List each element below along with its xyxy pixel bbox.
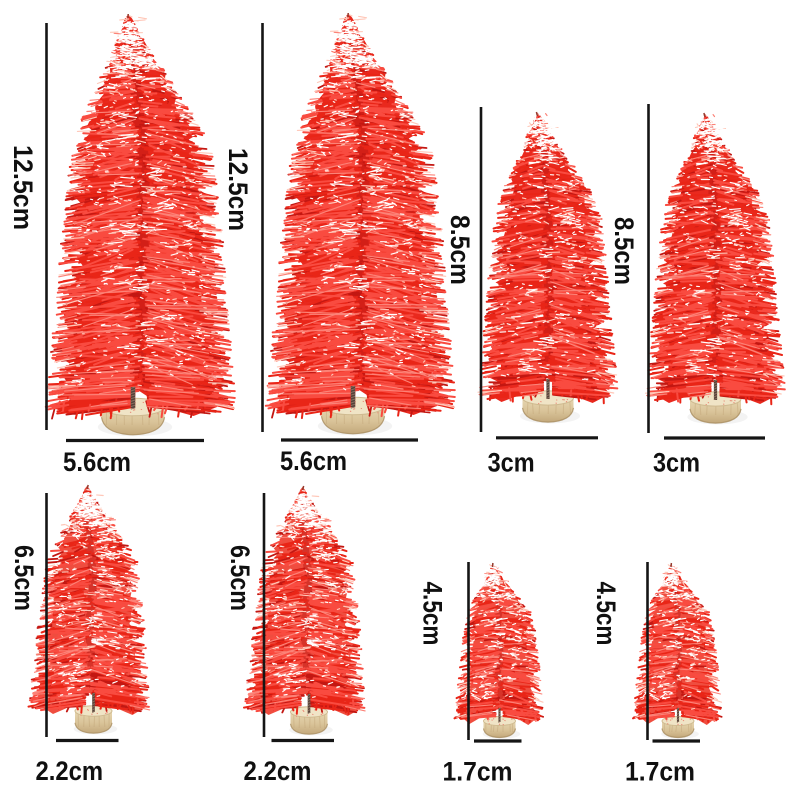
svg-text:1.7cm: 1.7cm <box>625 757 695 787</box>
svg-text:6.5cm: 6.5cm <box>9 545 39 611</box>
svg-text:4.5cm: 4.5cm <box>418 582 448 646</box>
svg-text:5.6cm: 5.6cm <box>63 447 131 477</box>
svg-text:8.5cm: 8.5cm <box>445 215 475 285</box>
svg-text:2.2cm: 2.2cm <box>244 756 312 786</box>
svg-text:1.7cm: 1.7cm <box>443 757 513 787</box>
svg-text:6.5cm: 6.5cm <box>225 545 255 611</box>
svg-text:12.5cm: 12.5cm <box>223 148 253 231</box>
svg-text:3cm: 3cm <box>488 448 535 478</box>
svg-text:5.6cm: 5.6cm <box>280 446 347 476</box>
svg-text:8.5cm: 8.5cm <box>609 217 639 285</box>
svg-text:2.2cm: 2.2cm <box>36 756 104 786</box>
svg-text:12.5cm: 12.5cm <box>8 145 38 230</box>
svg-text:3cm: 3cm <box>653 448 700 478</box>
svg-text:4.5cm: 4.5cm <box>591 582 621 646</box>
